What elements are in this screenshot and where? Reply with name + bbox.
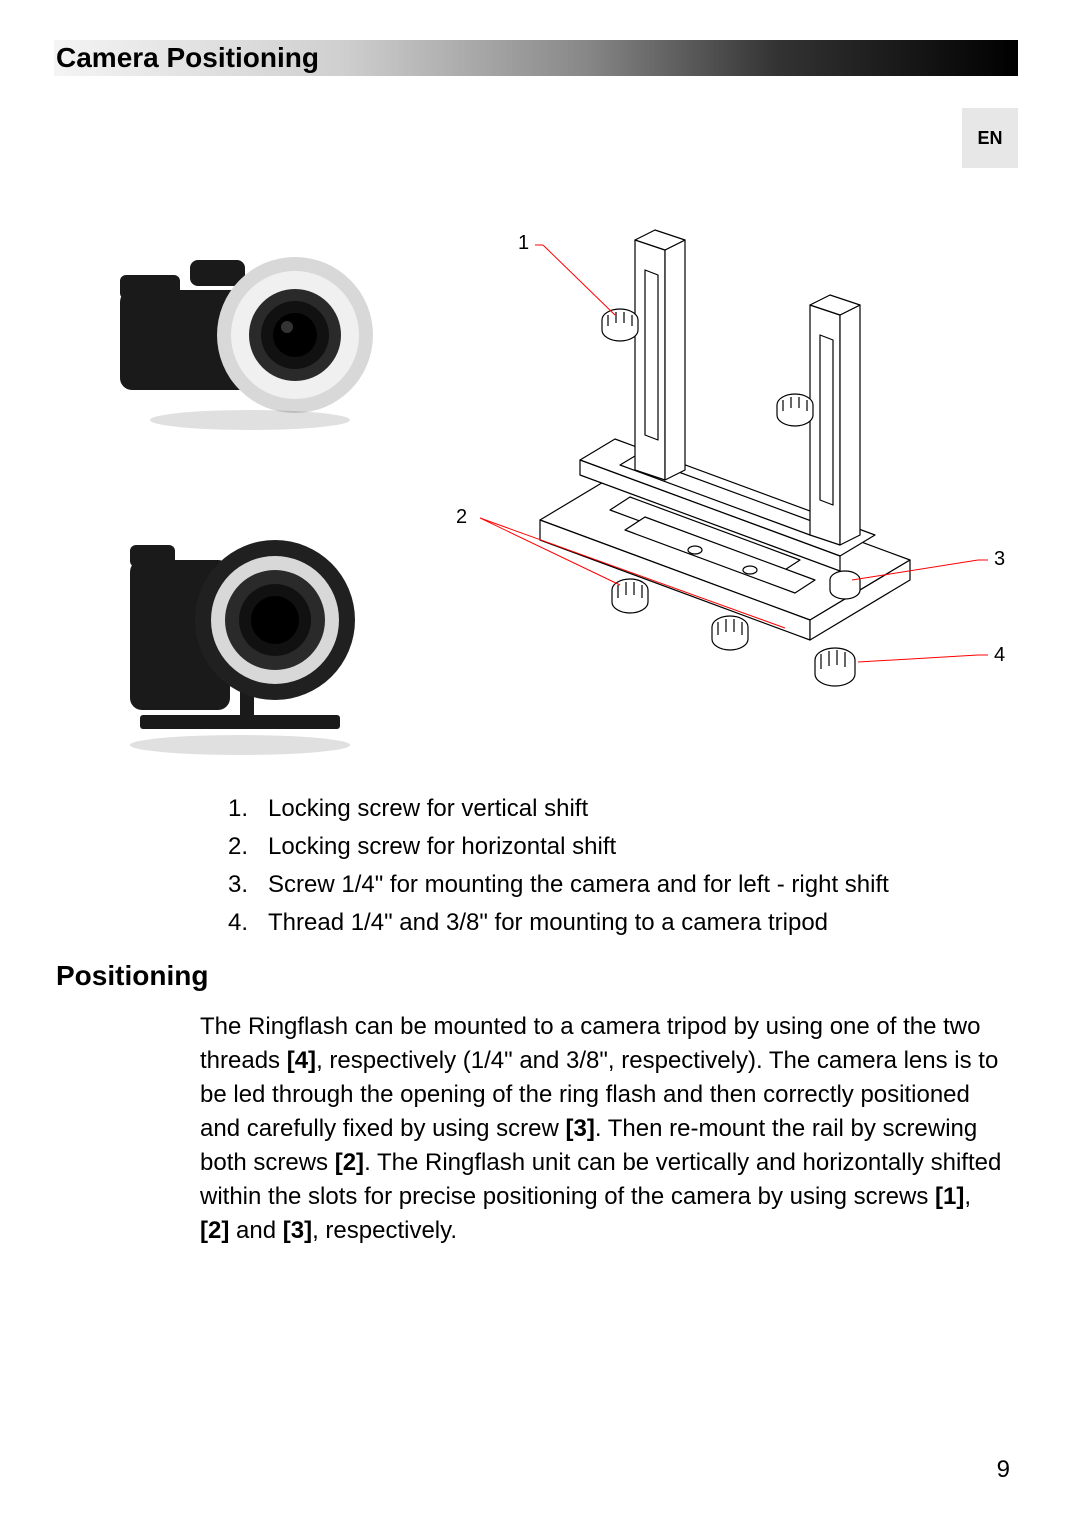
subheading-positioning: Positioning — [56, 960, 208, 992]
legend-text: Screw 1/4" for mounting the camera and f… — [268, 866, 889, 904]
page-number: 9 — [997, 1456, 1010, 1484]
photo-camera-bottom — [100, 500, 380, 760]
callout-2: 2 — [456, 506, 467, 529]
body-ref: [4] — [287, 1047, 316, 1074]
legend-text: Locking screw for vertical shift — [268, 790, 588, 828]
photo-camera-top — [100, 220, 400, 440]
callout-4: 4 — [994, 644, 1005, 667]
legend-item: 2. Locking screw for horizontal shift — [200, 828, 889, 866]
page: Camera Positioning EN — [0, 0, 1080, 1532]
legend-num: 2. — [200, 828, 268, 866]
language-tab: EN — [962, 108, 1018, 168]
body-ref: [3] — [283, 1217, 312, 1244]
legend-text: Thread 1/4" and 3/8" for mounting to a c… — [268, 904, 828, 942]
body-text-span: , respectively. — [312, 1217, 457, 1244]
header-title: Camera Positioning — [54, 40, 319, 76]
body-ref: [3] — [566, 1115, 595, 1142]
legend-text: Locking screw for horizontal shift — [268, 828, 616, 866]
language-code: EN — [977, 128, 1002, 149]
body-text-span: and — [229, 1217, 282, 1244]
callout-3: 3 — [994, 548, 1005, 571]
legend-num: 1. — [200, 790, 268, 828]
legend-num: 4. — [200, 904, 268, 942]
legend-item: 3. Screw 1/4" for mounting the camera an… — [200, 866, 889, 904]
callout-1: 1 — [518, 232, 529, 255]
body-ref: [2] — [335, 1149, 364, 1176]
legend-item: 1. Locking screw for vertical shift — [200, 790, 889, 828]
body-ref: [2] — [200, 1217, 229, 1244]
body-ref: [1] — [935, 1183, 964, 1210]
legend-item: 4. Thread 1/4" and 3/8" for mounting to … — [200, 904, 889, 942]
body-paragraph: The Ringflash can be mounted to a camera… — [200, 1010, 1005, 1248]
legend-num: 3. — [200, 866, 268, 904]
body-text-span: , — [964, 1183, 971, 1210]
legend-list: 1. Locking screw for vertical shift 2. L… — [200, 790, 889, 942]
bracket-diagram: 1 2 3 4 — [480, 200, 1000, 720]
